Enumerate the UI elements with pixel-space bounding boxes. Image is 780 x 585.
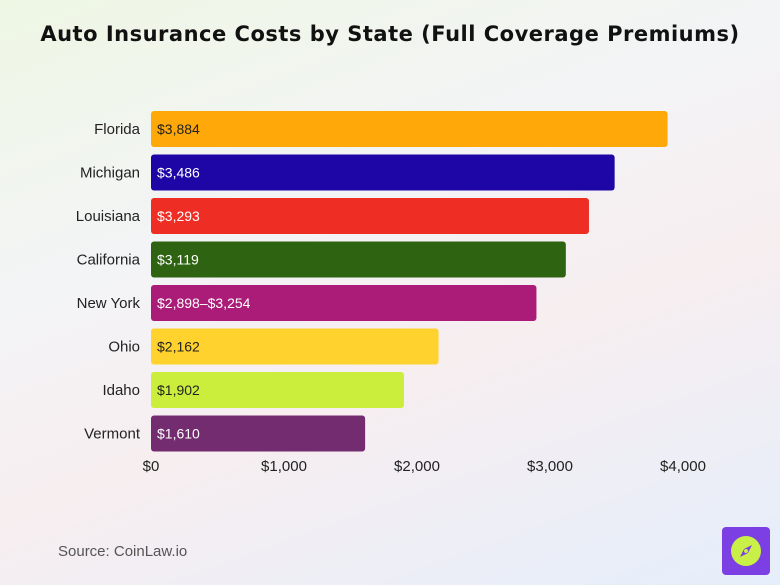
category-label-michigan: Michigan <box>80 165 140 182</box>
bar-new-york <box>151 285 537 321</box>
data-label-new-york: $2,898–$3,254 <box>157 295 251 311</box>
category-label-florida: Florida <box>94 121 141 138</box>
data-label-california: $3,119 <box>157 252 199 268</box>
data-label-louisiana: $3,293 <box>157 208 200 224</box>
bars-group: Florida $3,884 Michigan $3,486 Louisiana $3,2… <box>76 111 668 452</box>
x-tick-label: $4,000 <box>660 458 706 475</box>
data-label-michigan: $3,486 <box>157 165 200 181</box>
x-tick-label: $1,000 <box>261 458 307 475</box>
data-label-vermont: $1,610 <box>157 426 200 442</box>
category-label-idaho: Idaho <box>102 382 140 399</box>
category-label-ohio: Ohio <box>108 339 140 356</box>
x-tick-label: $3,000 <box>527 458 573 475</box>
chart-title: Auto Insurance Costs by State (Full Cove… <box>40 22 740 46</box>
bar-idaho <box>151 372 404 408</box>
data-label-idaho: $1,902 <box>157 382 200 398</box>
x-axis-ticks: $0 $1,000 $2,000 $3,000 $4,000 <box>143 458 706 475</box>
bar-california <box>151 241 566 278</box>
bar-ohio <box>151 328 439 365</box>
brand-logo <box>722 527 770 575</box>
bar-michigan <box>151 154 615 191</box>
source-note: Source: CoinLaw.io <box>58 543 188 560</box>
data-label-ohio: $2,162 <box>157 339 200 355</box>
bar-florida <box>151 111 668 147</box>
compass-icon <box>731 536 761 566</box>
category-label-vermont: Vermont <box>84 426 141 443</box>
x-tick-label: $0 <box>143 458 160 475</box>
x-tick-label: $2,000 <box>394 458 440 475</box>
category-label-california: California <box>77 252 141 269</box>
category-label-louisiana: Louisiana <box>76 208 141 225</box>
bar-vermont <box>151 415 366 452</box>
category-label-new-york: New York <box>77 295 141 312</box>
data-label-florida: $3,884 <box>157 121 200 137</box>
bar-louisiana <box>151 198 589 234</box>
